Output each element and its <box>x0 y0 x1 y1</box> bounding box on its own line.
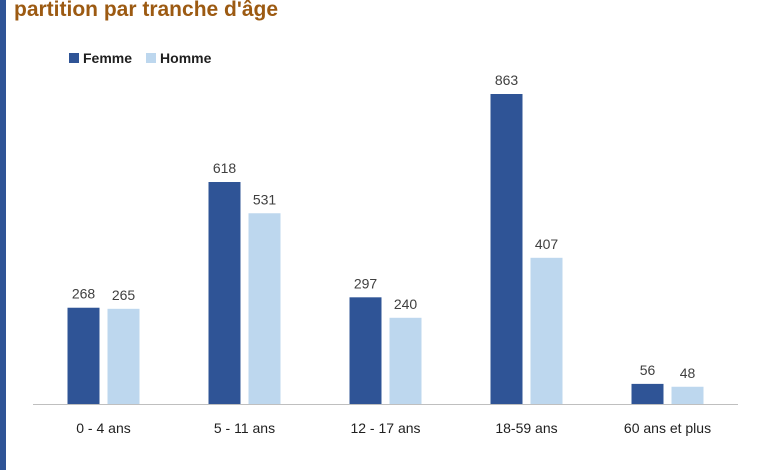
bar-femme-3 <box>490 94 523 404</box>
x-tick-label-4: 60 ans et plus <box>624 420 711 436</box>
legend-swatch-homme <box>146 53 157 63</box>
bar-femme-2 <box>349 297 382 404</box>
data-label-homme-0: 265 <box>112 287 136 303</box>
legend-label-femme: Femme <box>83 50 133 66</box>
chart-legend: Femme Homme <box>69 50 225 66</box>
data-label-homme-2: 240 <box>394 296 418 312</box>
bar-femme-4 <box>631 383 664 404</box>
bar-homme-2 <box>389 317 422 404</box>
data-label-femme-1: 618 <box>213 160 237 176</box>
page-title: partition par tranche d'âge <box>14 0 279 21</box>
legend-item-homme: Homme <box>146 50 211 66</box>
data-label-femme-4: 56 <box>640 362 656 378</box>
data-label-homme-1: 531 <box>253 191 277 207</box>
bar-homme-0 <box>107 308 140 404</box>
bar-femme-0 <box>67 307 100 404</box>
legend-item-femme: Femme <box>69 50 132 66</box>
data-label-femme-2: 297 <box>354 275 378 291</box>
x-tick-label-3: 18-59 ans <box>495 420 557 436</box>
x-tick-label-2: 12 - 17 ans <box>350 420 420 436</box>
legend-label-homme: Homme <box>160 50 212 66</box>
left-accent-bar <box>0 0 6 470</box>
bar-homme-3 <box>530 257 563 404</box>
bar-homme-4 <box>671 386 704 404</box>
data-label-homme-3: 407 <box>535 236 559 252</box>
data-label-femme-3: 863 <box>495 72 519 88</box>
legend-swatch-femme <box>69 53 79 63</box>
bar-femme-1 <box>208 182 241 404</box>
x-tick-label-1: 5 - 11 ans <box>214 420 275 436</box>
data-label-femme-0: 268 <box>72 286 96 302</box>
x-tick-label-0: 0 - 4 ans <box>76 420 130 436</box>
bar-homme-1 <box>248 213 281 404</box>
data-label-homme-4: 48 <box>680 365 696 381</box>
